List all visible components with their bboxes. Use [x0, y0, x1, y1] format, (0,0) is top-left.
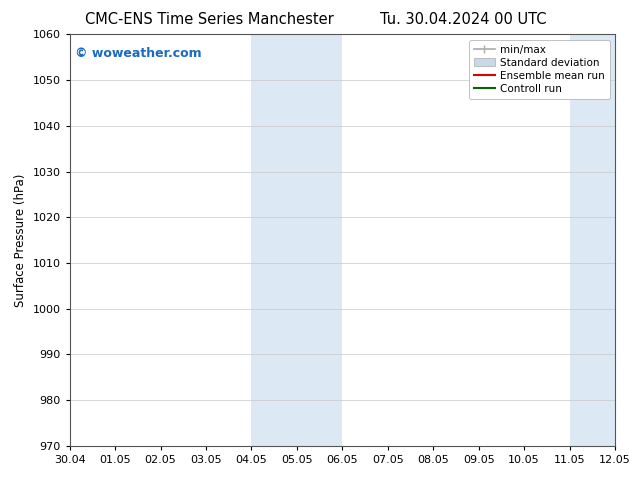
Bar [569, 34, 634, 446]
Text: CMC-ENS Time Series Manchester: CMC-ENS Time Series Manchester [85, 12, 333, 27]
Bar [252, 34, 342, 446]
Y-axis label: Surface Pressure (hPa): Surface Pressure (hPa) [14, 173, 27, 307]
Text: Tu. 30.04.2024 00 UTC: Tu. 30.04.2024 00 UTC [380, 12, 546, 27]
Text: © woweather.com: © woweather.com [75, 47, 202, 60]
Legend: min/max, Standard deviation, Ensemble mean run, Controll run: min/max, Standard deviation, Ensemble me… [469, 40, 610, 99]
